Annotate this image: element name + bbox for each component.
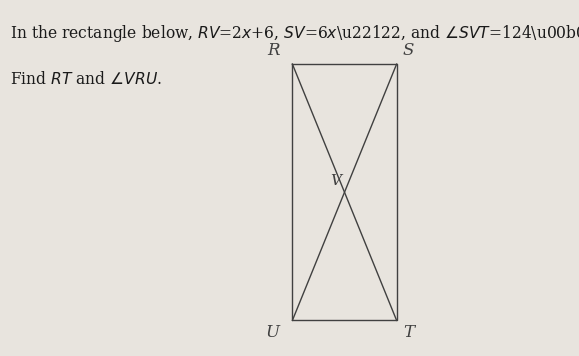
Text: T: T xyxy=(403,324,414,341)
Text: V: V xyxy=(331,174,342,188)
Text: In the rectangle below, $\mathit{RV}$=2$\mathit{x}$+6, $\mathit{SV}$=6$\mathit{x: In the rectangle below, $\mathit{RV}$=2$… xyxy=(10,23,579,44)
Text: R: R xyxy=(267,42,280,59)
Text: S: S xyxy=(403,42,415,59)
Text: U: U xyxy=(266,324,280,341)
Text: Find $\mathit{RT}$ and $\angle\mathit{VRU}$.: Find $\mathit{RT}$ and $\angle\mathit{VR… xyxy=(10,71,162,88)
